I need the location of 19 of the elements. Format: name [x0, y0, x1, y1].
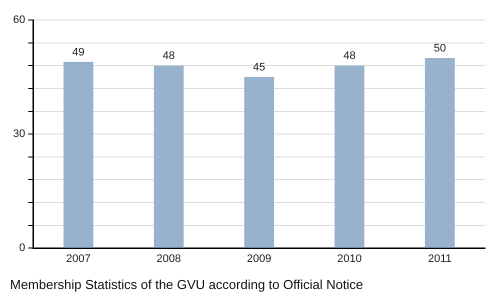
data-label: 49	[72, 46, 85, 58]
x-tick-label: 2010	[337, 252, 362, 265]
bar	[334, 66, 364, 248]
x-tick-label: 2009	[246, 252, 272, 265]
bar	[154, 66, 184, 248]
data-label: 48	[162, 50, 175, 62]
x-tick-label: 2007	[66, 252, 91, 265]
bar	[244, 77, 274, 248]
data-label: 50	[434, 42, 446, 55]
y-tick-label: 0	[19, 242, 26, 254]
y-tick-label: 30	[12, 128, 26, 140]
bar	[64, 62, 94, 248]
x-tick-label: 2008	[156, 252, 182, 265]
text: Membership Statistics of the GVU according to Official Notice	[10, 276, 364, 292]
data-label: 45	[252, 62, 266, 74]
data-label: 48	[343, 50, 356, 62]
y-tick-label: 60	[12, 14, 26, 26]
x-tick-label: 2011	[428, 252, 452, 265]
bar	[424, 58, 455, 248]
